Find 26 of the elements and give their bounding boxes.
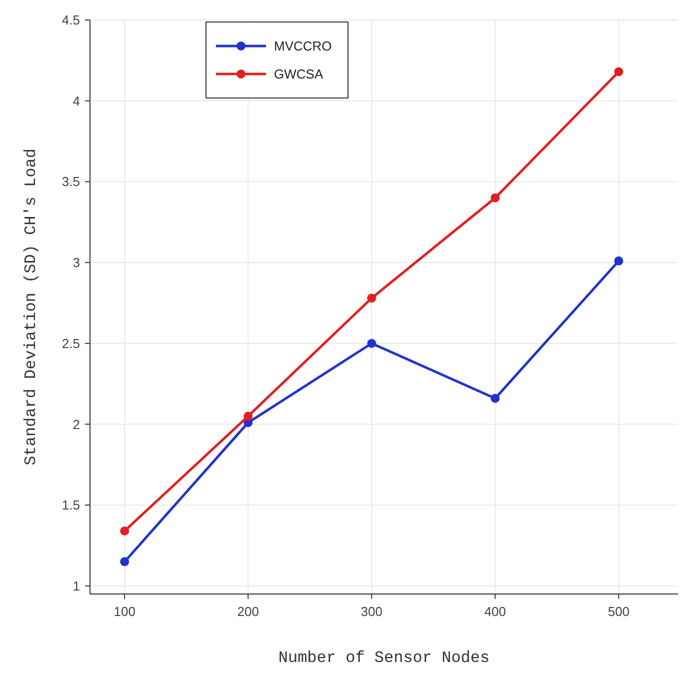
y-tick-label: 1 bbox=[72, 578, 80, 594]
x-tick-label: 500 bbox=[608, 604, 630, 619]
x-tick-label: 300 bbox=[360, 604, 382, 619]
y-tick-label: 3 bbox=[72, 255, 80, 270]
point bbox=[367, 294, 376, 303]
legend-label: MVCCRO bbox=[274, 38, 332, 54]
point bbox=[120, 526, 130, 536]
x-tick-label: 400 bbox=[484, 604, 506, 619]
y-tick-label: 2 bbox=[72, 416, 80, 432]
point bbox=[614, 67, 624, 76]
point bbox=[367, 338, 376, 348]
point bbox=[120, 557, 130, 566]
y-tick-label: 2.5 bbox=[62, 336, 80, 351]
point bbox=[490, 394, 500, 403]
y-tick-label: 4.5 bbox=[62, 12, 80, 28]
y-tick-label: 3.5 bbox=[62, 174, 80, 190]
point bbox=[614, 256, 624, 266]
point bbox=[244, 412, 253, 421]
y-tick-label: 1.5 bbox=[62, 498, 80, 513]
y-axis-title: Standard Deviation (SD) CH's Load bbox=[22, 148, 40, 466]
x-tick-label: 200 bbox=[237, 604, 259, 619]
x-axis-title: Number of Sensor Nodes bbox=[278, 649, 490, 667]
y-tick-label: 4 bbox=[72, 93, 80, 108]
point bbox=[490, 193, 500, 202]
x-tick-label: 100 bbox=[114, 604, 136, 619]
legend-label: GWCSA bbox=[274, 66, 324, 82]
